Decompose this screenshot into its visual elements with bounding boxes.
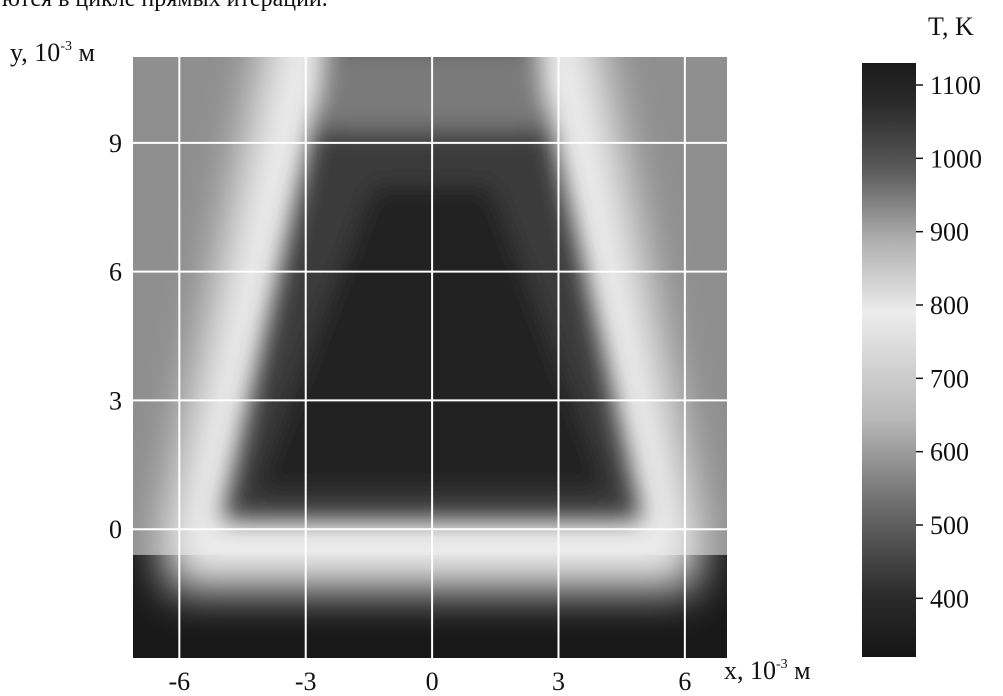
x-tick-label: -3 [295, 667, 317, 696]
x-axis-label: x, 10-3 м [724, 656, 811, 685]
caption-fragment: ются в цикле прямых итераций. [2, 0, 328, 13]
x-tick-label: 0 [426, 667, 439, 696]
colorbar-tick-label: 900 [930, 218, 969, 247]
y-tick-labels: 9 6 3 0 [109, 129, 122, 544]
colorbar-tick-label: 600 [930, 438, 969, 467]
colorbar-tick-label: 500 [930, 511, 969, 540]
y-tick-label: 0 [109, 515, 122, 544]
colorbar-tick-label: 1100 [930, 71, 981, 100]
colorbar-label: T, K [928, 12, 974, 41]
x-tick-label: 3 [552, 667, 565, 696]
grid-lines [133, 57, 727, 658]
x-tick-labels: -6 -3 0 3 6 [169, 667, 692, 696]
colorbar-tick-label: 800 [930, 291, 969, 320]
y-axis-label: y, 10-3 м [10, 38, 95, 67]
y-tick-label: 3 [109, 386, 122, 415]
y-tick-label: 9 [109, 129, 122, 158]
x-tick-label: -6 [169, 667, 191, 696]
colorbar-tick-label: 1000 [930, 144, 982, 173]
y-tick-label: 6 [109, 258, 122, 287]
colorbar [862, 63, 916, 657]
x-tick-label: 6 [678, 667, 691, 696]
colorbar-tick-label: 400 [930, 584, 969, 613]
colorbar-tick-label: 700 [930, 364, 969, 393]
heatmap-field [133, 57, 727, 658]
colorbar-ticks: 1100 1000 900 800 700 600 500 400 [916, 71, 982, 613]
